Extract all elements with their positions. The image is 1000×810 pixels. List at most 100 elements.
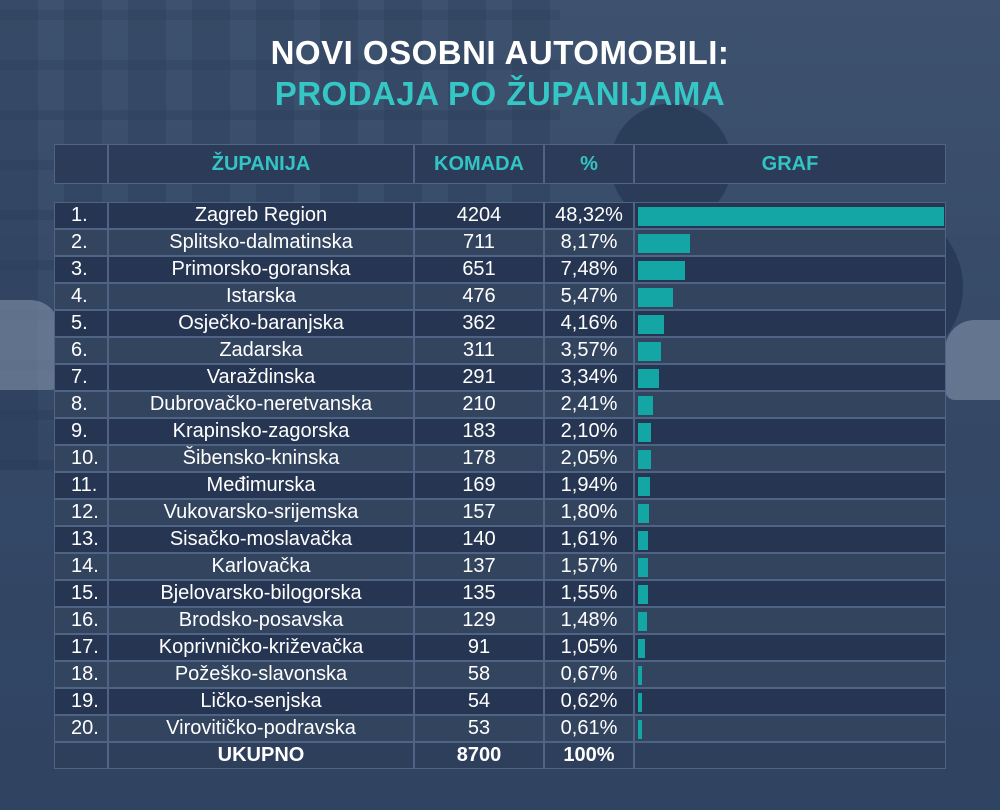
- car-silhouette-right: [945, 320, 1000, 400]
- units-cell: 362: [414, 310, 544, 337]
- table-row: 3. Primorsko-goranska 651 7,48%: [54, 256, 946, 283]
- table-header: ŽUPANIJA KOMADA % GRAF: [54, 144, 946, 184]
- county-cell: Bjelovarsko-bilogorska: [108, 580, 414, 607]
- rank-cell: 17.: [54, 634, 108, 661]
- graph-cell: [634, 364, 946, 391]
- graph-cell: [634, 499, 946, 526]
- units-cell: 54: [414, 688, 544, 715]
- percent-cell: 5,47%: [544, 283, 634, 310]
- bar: [638, 585, 648, 604]
- graph-cell: [634, 634, 946, 661]
- bar: [638, 450, 651, 469]
- percent-cell: 0,62%: [544, 688, 634, 715]
- units-cell: 137: [414, 553, 544, 580]
- county-cell: Sisačko-moslavačka: [108, 526, 414, 553]
- county-cell: Zagreb Region: [108, 202, 414, 229]
- units-cell: 183: [414, 418, 544, 445]
- county-cell: Požeško-slavonska: [108, 661, 414, 688]
- bar: [638, 720, 642, 739]
- graph-cell: [634, 715, 946, 742]
- bar: [638, 477, 651, 496]
- county-cell: Primorsko-goranska: [108, 256, 414, 283]
- bar: [638, 666, 643, 685]
- rank-cell: 14.: [54, 553, 108, 580]
- rank-cell: 13.: [54, 526, 108, 553]
- table-row: 8. Dubrovačko-neretvanska 210 2,41%: [54, 391, 946, 418]
- table-row: 14. Karlovačka 137 1,57%: [54, 553, 946, 580]
- county-cell: Splitsko-dalmatinska: [108, 229, 414, 256]
- table-row: 1. Zagreb Region 4204 48,32%: [54, 202, 946, 229]
- percent-cell: 1,94%: [544, 472, 634, 499]
- bar: [638, 288, 673, 307]
- percent-cell: 2,05%: [544, 445, 634, 472]
- county-cell: Zadarska: [108, 337, 414, 364]
- percent-cell: 8,17%: [544, 229, 634, 256]
- graph-cell: [634, 202, 946, 229]
- percent-cell: 48,32%: [544, 202, 634, 229]
- table-row: 5. Osječko-baranjska 362 4,16%: [54, 310, 946, 337]
- rank-cell: 9.: [54, 418, 108, 445]
- county-cell: Šibensko-kninska: [108, 445, 414, 472]
- graph-cell: [634, 607, 946, 634]
- units-cell: 91: [414, 634, 544, 661]
- graph-cell: [634, 580, 946, 607]
- table-row: 18. Požeško-slavonska 58 0,67%: [54, 661, 946, 688]
- units-cell: 210: [414, 391, 544, 418]
- rank-cell: 7.: [54, 364, 108, 391]
- units-cell: 311: [414, 337, 544, 364]
- bar: [638, 234, 690, 253]
- bar: [638, 369, 660, 388]
- bar: [638, 693, 642, 712]
- total-units-cell: 8700: [414, 742, 544, 769]
- table-row: 9. Krapinsko-zagorska 183 2,10%: [54, 418, 946, 445]
- table-row: 11. Međimurska 169 1,94%: [54, 472, 946, 499]
- county-cell: Karlovačka: [108, 553, 414, 580]
- title-line-1: NOVI OSOBNI AUTOMOBILI:: [270, 34, 730, 71]
- title-line-2: PRODAJA PO ŽUPANIJAMA: [274, 75, 726, 112]
- bar: [638, 558, 648, 577]
- header-percent: %: [544, 144, 634, 184]
- percent-cell: 1,48%: [544, 607, 634, 634]
- rank-cell: 4.: [54, 283, 108, 310]
- graph-cell: [634, 526, 946, 553]
- graph-cell: [634, 418, 946, 445]
- bar: [638, 504, 650, 523]
- percent-cell: 1,80%: [544, 499, 634, 526]
- total-graph-cell: [634, 742, 946, 769]
- bar: [638, 612, 648, 631]
- county-cell: Međimurska: [108, 472, 414, 499]
- header-graph: GRAF: [634, 144, 946, 184]
- graph-cell: [634, 310, 946, 337]
- table-row: 2. Splitsko-dalmatinska 711 8,17%: [54, 229, 946, 256]
- table-row: 19. Ličko-senjska 54 0,62%: [54, 688, 946, 715]
- county-cell: Brodsko-posavska: [108, 607, 414, 634]
- rank-cell: 1.: [54, 202, 108, 229]
- rank-cell: 18.: [54, 661, 108, 688]
- rank-cell: 20.: [54, 715, 108, 742]
- bar: [638, 396, 654, 415]
- units-cell: 291: [414, 364, 544, 391]
- graph-cell: [634, 472, 946, 499]
- rank-cell: 11.: [54, 472, 108, 499]
- rank-cell: 3.: [54, 256, 108, 283]
- units-cell: 476: [414, 283, 544, 310]
- table-row: 13. Sisačko-moslavačka 140 1,61%: [54, 526, 946, 553]
- percent-cell: 3,34%: [544, 364, 634, 391]
- percent-cell: 1,61%: [544, 526, 634, 553]
- header-units: KOMADA: [414, 144, 544, 184]
- percent-cell: 1,55%: [544, 580, 634, 607]
- rank-cell: 12.: [54, 499, 108, 526]
- rank-cell: 5.: [54, 310, 108, 337]
- graph-cell: [634, 256, 946, 283]
- county-cell: Osječko-baranjska: [108, 310, 414, 337]
- rank-cell: 2.: [54, 229, 108, 256]
- rank-cell: 19.: [54, 688, 108, 715]
- rank-cell: 16.: [54, 607, 108, 634]
- rank-cell: 8.: [54, 391, 108, 418]
- bar: [638, 423, 652, 442]
- graph-cell: [634, 553, 946, 580]
- header-rank: [54, 144, 108, 184]
- bar: [638, 207, 944, 226]
- percent-cell: 1,05%: [544, 634, 634, 661]
- county-cell: Dubrovačko-neretvanska: [108, 391, 414, 418]
